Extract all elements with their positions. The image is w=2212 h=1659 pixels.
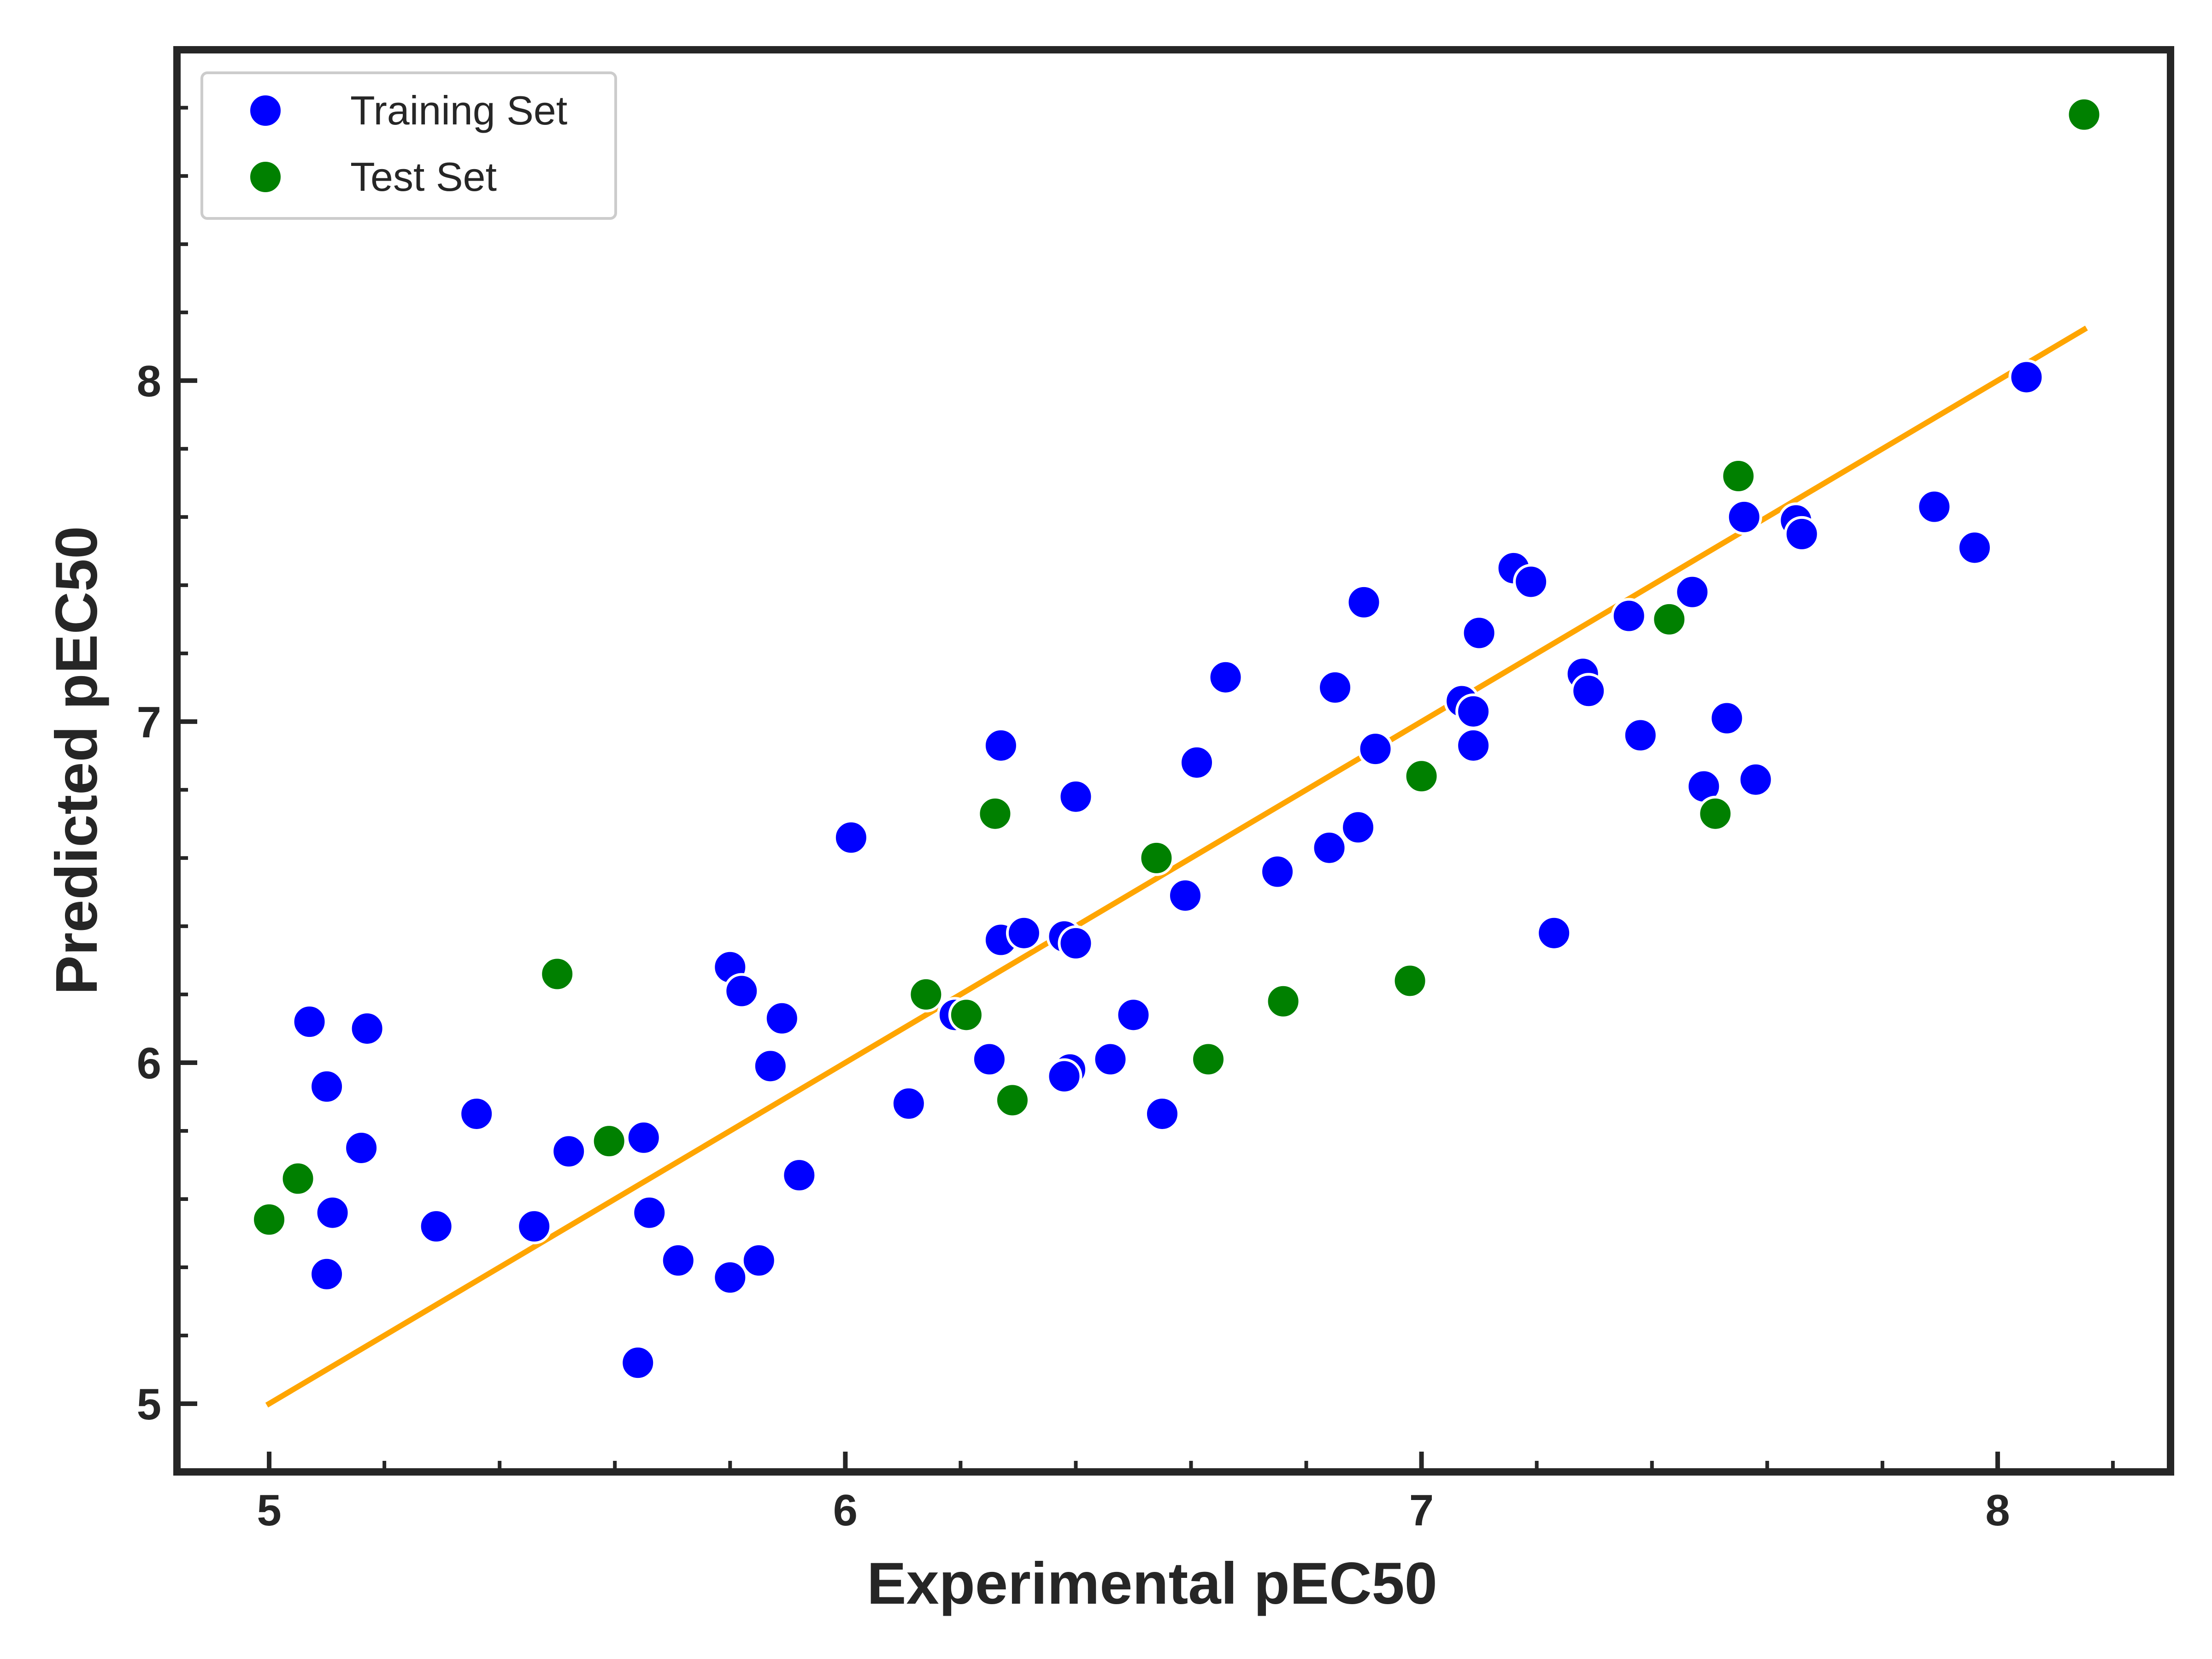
test-set-point [591, 1123, 627, 1159]
legend-label-test-set: Test Set [350, 154, 497, 200]
test-set-point [1651, 601, 1688, 637]
x-tick-label: 7 [1409, 1486, 1434, 1535]
training-set-point [1455, 693, 1492, 729]
training-set-point [1346, 584, 1382, 620]
test-set-point [1138, 840, 1175, 876]
training-set-point [1311, 830, 1347, 866]
training-set-point [1317, 669, 1353, 706]
training-set-point [1207, 659, 1244, 695]
training-set-point [625, 1119, 662, 1156]
training-set-point [516, 1208, 553, 1245]
training-set-point [2008, 359, 2045, 395]
training-set-point [620, 1345, 656, 1381]
training-set-point [1259, 853, 1296, 890]
training-set-point [1092, 1041, 1129, 1077]
training-set-point [1674, 574, 1711, 610]
test-set-point [948, 997, 984, 1033]
training-set-point [1455, 727, 1492, 764]
training-set-point [1357, 731, 1394, 767]
training-set-point [1611, 598, 1647, 634]
test-set-point [539, 956, 576, 992]
x-axis-label: Experimental pEC50 [867, 1551, 1437, 1617]
training-set-point [1737, 761, 1774, 798]
training-set-point [1115, 997, 1152, 1033]
training-set-point [712, 1259, 748, 1296]
x-tick-label: 6 [833, 1486, 858, 1535]
training-set-point [1058, 925, 1094, 961]
training-set-point [309, 1068, 345, 1105]
training-set-point [1179, 744, 1215, 781]
training-set-point [1571, 673, 1607, 709]
training-set-point [1058, 778, 1094, 815]
training-set-point [314, 1194, 351, 1231]
test-set-point [2066, 96, 2102, 133]
regression-line [265, 325, 2088, 1408]
training-set-point [1916, 488, 1953, 525]
training-set-point [1513, 564, 1549, 600]
x-tick-label: 8 [1985, 1486, 2010, 1535]
training-set-point [349, 1010, 385, 1047]
x-tick-label: 5 [257, 1486, 281, 1535]
legend-box [200, 71, 617, 220]
training-set-point [1461, 615, 1497, 651]
training-set-point [291, 1004, 328, 1040]
y-tick-label: 7 [137, 698, 161, 747]
legend-marker-training-set [247, 93, 283, 129]
training-set-point [418, 1208, 454, 1245]
test-set-point [1720, 458, 1757, 494]
y-tick-label: 8 [137, 357, 161, 406]
training-set-point [752, 1048, 788, 1084]
training-set-point [459, 1095, 495, 1132]
training-set-point [660, 1242, 696, 1279]
data-points-layer [251, 96, 2102, 1381]
training-set-point [764, 1000, 800, 1036]
training-set-point [890, 1085, 927, 1122]
test-set-point [1265, 983, 1301, 1019]
training-set-point [631, 1194, 668, 1231]
training-set-point [1783, 516, 1820, 552]
test-set-point [994, 1082, 1030, 1118]
legend-label-training-set: Training Set [350, 88, 567, 133]
training-set-point [781, 1157, 818, 1194]
y-axis-label: Predicted pEC50 [44, 526, 110, 994]
legend-marker-test-set [247, 159, 283, 195]
training-set-point [1144, 1095, 1180, 1132]
test-set-point [1392, 963, 1428, 999]
training-set-point [1340, 809, 1377, 846]
legend: Training Set Test Set [200, 71, 617, 220]
training-set-point [1536, 915, 1572, 951]
training-set-point [309, 1256, 345, 1292]
test-set-point [977, 795, 1013, 832]
training-set-point [971, 1041, 1007, 1077]
test-set-point [908, 976, 944, 1012]
training-set-point [982, 727, 1019, 764]
training-set-point [551, 1133, 587, 1170]
tick-labels: 5 6 7 8 5 6 7 8 [137, 357, 2010, 1535]
test-set-point [280, 1160, 316, 1197]
test-set-point [1403, 758, 1440, 794]
plot-frame [173, 46, 2174, 1476]
training-set-point [741, 1242, 777, 1279]
y-tick-label: 5 [137, 1380, 161, 1429]
y-tick-label: 6 [137, 1039, 161, 1088]
training-set-point [1726, 499, 1762, 535]
training-set-point [724, 973, 760, 1009]
training-set-point [343, 1130, 380, 1166]
training-set-point [1046, 1058, 1082, 1094]
training-set-point [1167, 877, 1204, 914]
training-set-point [1956, 529, 1993, 566]
training-set-point [1709, 700, 1745, 736]
training-set-point [1622, 717, 1659, 753]
training-set-point [1006, 915, 1042, 951]
fit-line-layer [265, 325, 2088, 1408]
test-set-point [1190, 1041, 1227, 1077]
training-set-point [833, 819, 869, 856]
test-set-point [1697, 795, 1734, 832]
test-set-point [251, 1201, 288, 1238]
